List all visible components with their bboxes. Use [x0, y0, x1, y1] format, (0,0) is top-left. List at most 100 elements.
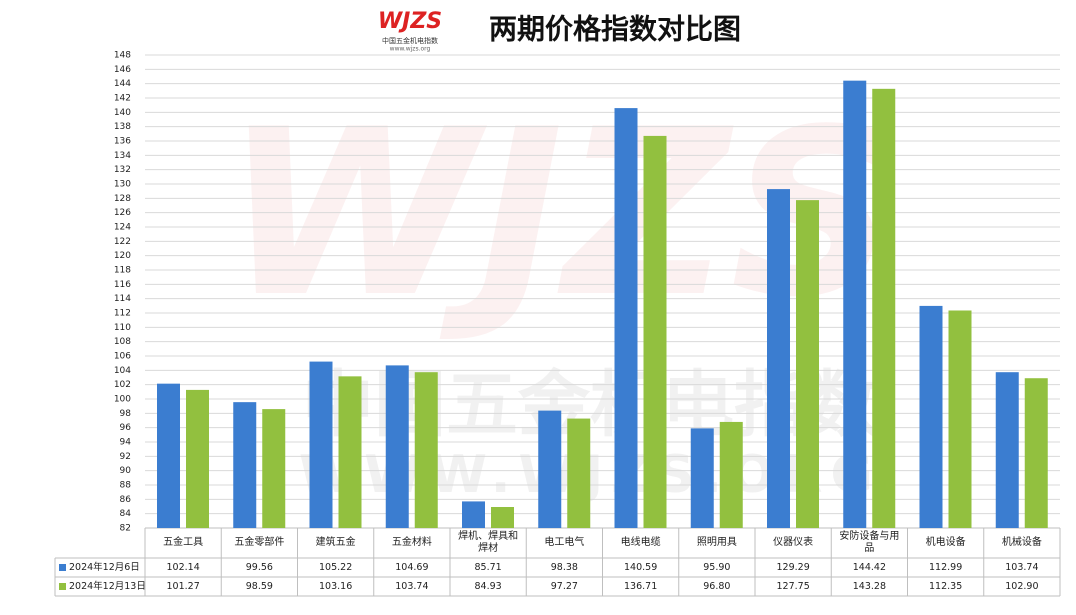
bar [567, 418, 591, 528]
y-tick-label: 142 [114, 94, 131, 104]
y-tick-label: 106 [114, 352, 131, 362]
bar [767, 189, 790, 529]
value-label: 103.74 [395, 581, 428, 592]
y-tick-label: 108 [114, 337, 131, 347]
y-tick-label: 86 [120, 495, 132, 505]
value-label: 143.28 [853, 581, 886, 592]
legend-marker [59, 583, 66, 590]
y-tick-label: 118 [114, 266, 131, 276]
y-tick-label: 144 [114, 79, 131, 89]
value-label: 129.29 [777, 562, 810, 573]
value-label: 144.42 [853, 562, 886, 573]
value-label: 105.22 [319, 562, 352, 573]
y-tick-label: 110 [114, 323, 131, 333]
category-label: 五金材料 [391, 537, 432, 548]
y-tick-label: 136 [114, 137, 131, 147]
bar [385, 365, 409, 528]
y-tick-label: 82 [120, 524, 131, 534]
y-tick-label: 148 [114, 51, 131, 61]
y-tick-label: 140 [114, 108, 131, 118]
y-tick-label: 114 [114, 294, 131, 304]
y-tick-label: 116 [114, 280, 131, 290]
legend-label: 2024年12月13日 [69, 580, 146, 592]
bar [872, 88, 896, 529]
y-tick-label: 88 [120, 481, 132, 491]
y-tick-label: 122 [114, 237, 131, 247]
bar [948, 310, 972, 528]
value-label: 84.93 [475, 581, 502, 592]
value-label: 95.90 [703, 562, 730, 573]
bar [338, 376, 362, 528]
y-tick-label: 126 [114, 208, 131, 218]
bar [919, 305, 943, 528]
logo-name: 中国五金机电指数 [382, 36, 438, 45]
category-label: 焊机、焊具和焊材 [458, 531, 519, 554]
y-tick-label: 98 [120, 409, 132, 419]
value-label: 140.59 [624, 562, 657, 573]
y-tick-label: 102 [114, 380, 131, 390]
category-label: 五金工具 [163, 537, 204, 548]
category-label: 仪器仪表 [773, 537, 814, 548]
y-tick-label: 120 [114, 251, 131, 261]
category-label: 安防设备与用品 [839, 531, 900, 554]
value-label: 103.16 [319, 581, 352, 592]
value-label: 99.56 [246, 562, 273, 573]
bar [643, 135, 667, 528]
logo-url: www.wjzs.org [390, 46, 431, 53]
bar [262, 409, 286, 528]
y-tick-label: 104 [114, 366, 131, 376]
value-label: 102.90 [1005, 581, 1038, 592]
y-tick-label: 112 [114, 309, 131, 319]
bar [157, 383, 180, 528]
chart-title: 两期价格指数对比图 [489, 13, 741, 46]
y-tick-label: 146 [114, 65, 131, 75]
category-label: 机械设备 [1001, 537, 1042, 548]
y-tick-label: 124 [114, 223, 131, 233]
value-label: 103.74 [1005, 562, 1038, 573]
bar [995, 372, 1019, 528]
bar [462, 501, 485, 528]
value-label: 101.27 [167, 581, 200, 592]
value-label: 98.59 [246, 581, 273, 592]
bar [309, 361, 333, 528]
bar [233, 402, 257, 528]
category-label: 五金零部件 [234, 537, 285, 548]
bar [491, 507, 514, 528]
y-tick-label: 84 [120, 509, 132, 519]
logo-brand: WJZS [378, 9, 442, 34]
y-tick-label: 138 [114, 122, 131, 132]
value-label: 85.71 [475, 562, 502, 573]
category-label: 照明用具 [696, 537, 737, 548]
value-label: 127.75 [777, 581, 810, 592]
y-tick-label: 94 [120, 438, 132, 448]
y-tick-label: 130 [114, 180, 131, 190]
y-tick-label: 90 [120, 466, 132, 476]
value-label: 104.69 [395, 562, 428, 573]
bar [538, 410, 562, 528]
value-label: 96.80 [703, 581, 730, 592]
bar [186, 389, 209, 528]
bar [1024, 378, 1048, 528]
category-label: 电线电缆 [620, 537, 661, 548]
y-tick-label: 92 [120, 452, 131, 462]
bar [690, 428, 714, 528]
value-label: 112.35 [929, 581, 962, 592]
y-tick-label: 100 [114, 395, 131, 405]
legend-label: 2024年12月6日 [69, 561, 140, 573]
value-label: 102.14 [167, 562, 200, 573]
bar [796, 200, 819, 528]
y-tick-label: 134 [114, 151, 131, 161]
bar [614, 108, 638, 528]
value-label: 112.99 [929, 562, 962, 573]
y-tick-label: 132 [114, 165, 131, 175]
bar [843, 80, 867, 528]
bar [719, 421, 743, 528]
watermark-brand: WJZS [224, 81, 896, 348]
category-label: 电工电气 [544, 537, 585, 548]
value-label: 98.38 [551, 562, 578, 573]
y-tick-label: 96 [120, 423, 132, 433]
category-label: 建筑五金 [315, 537, 356, 548]
value-label: 97.27 [551, 581, 578, 592]
